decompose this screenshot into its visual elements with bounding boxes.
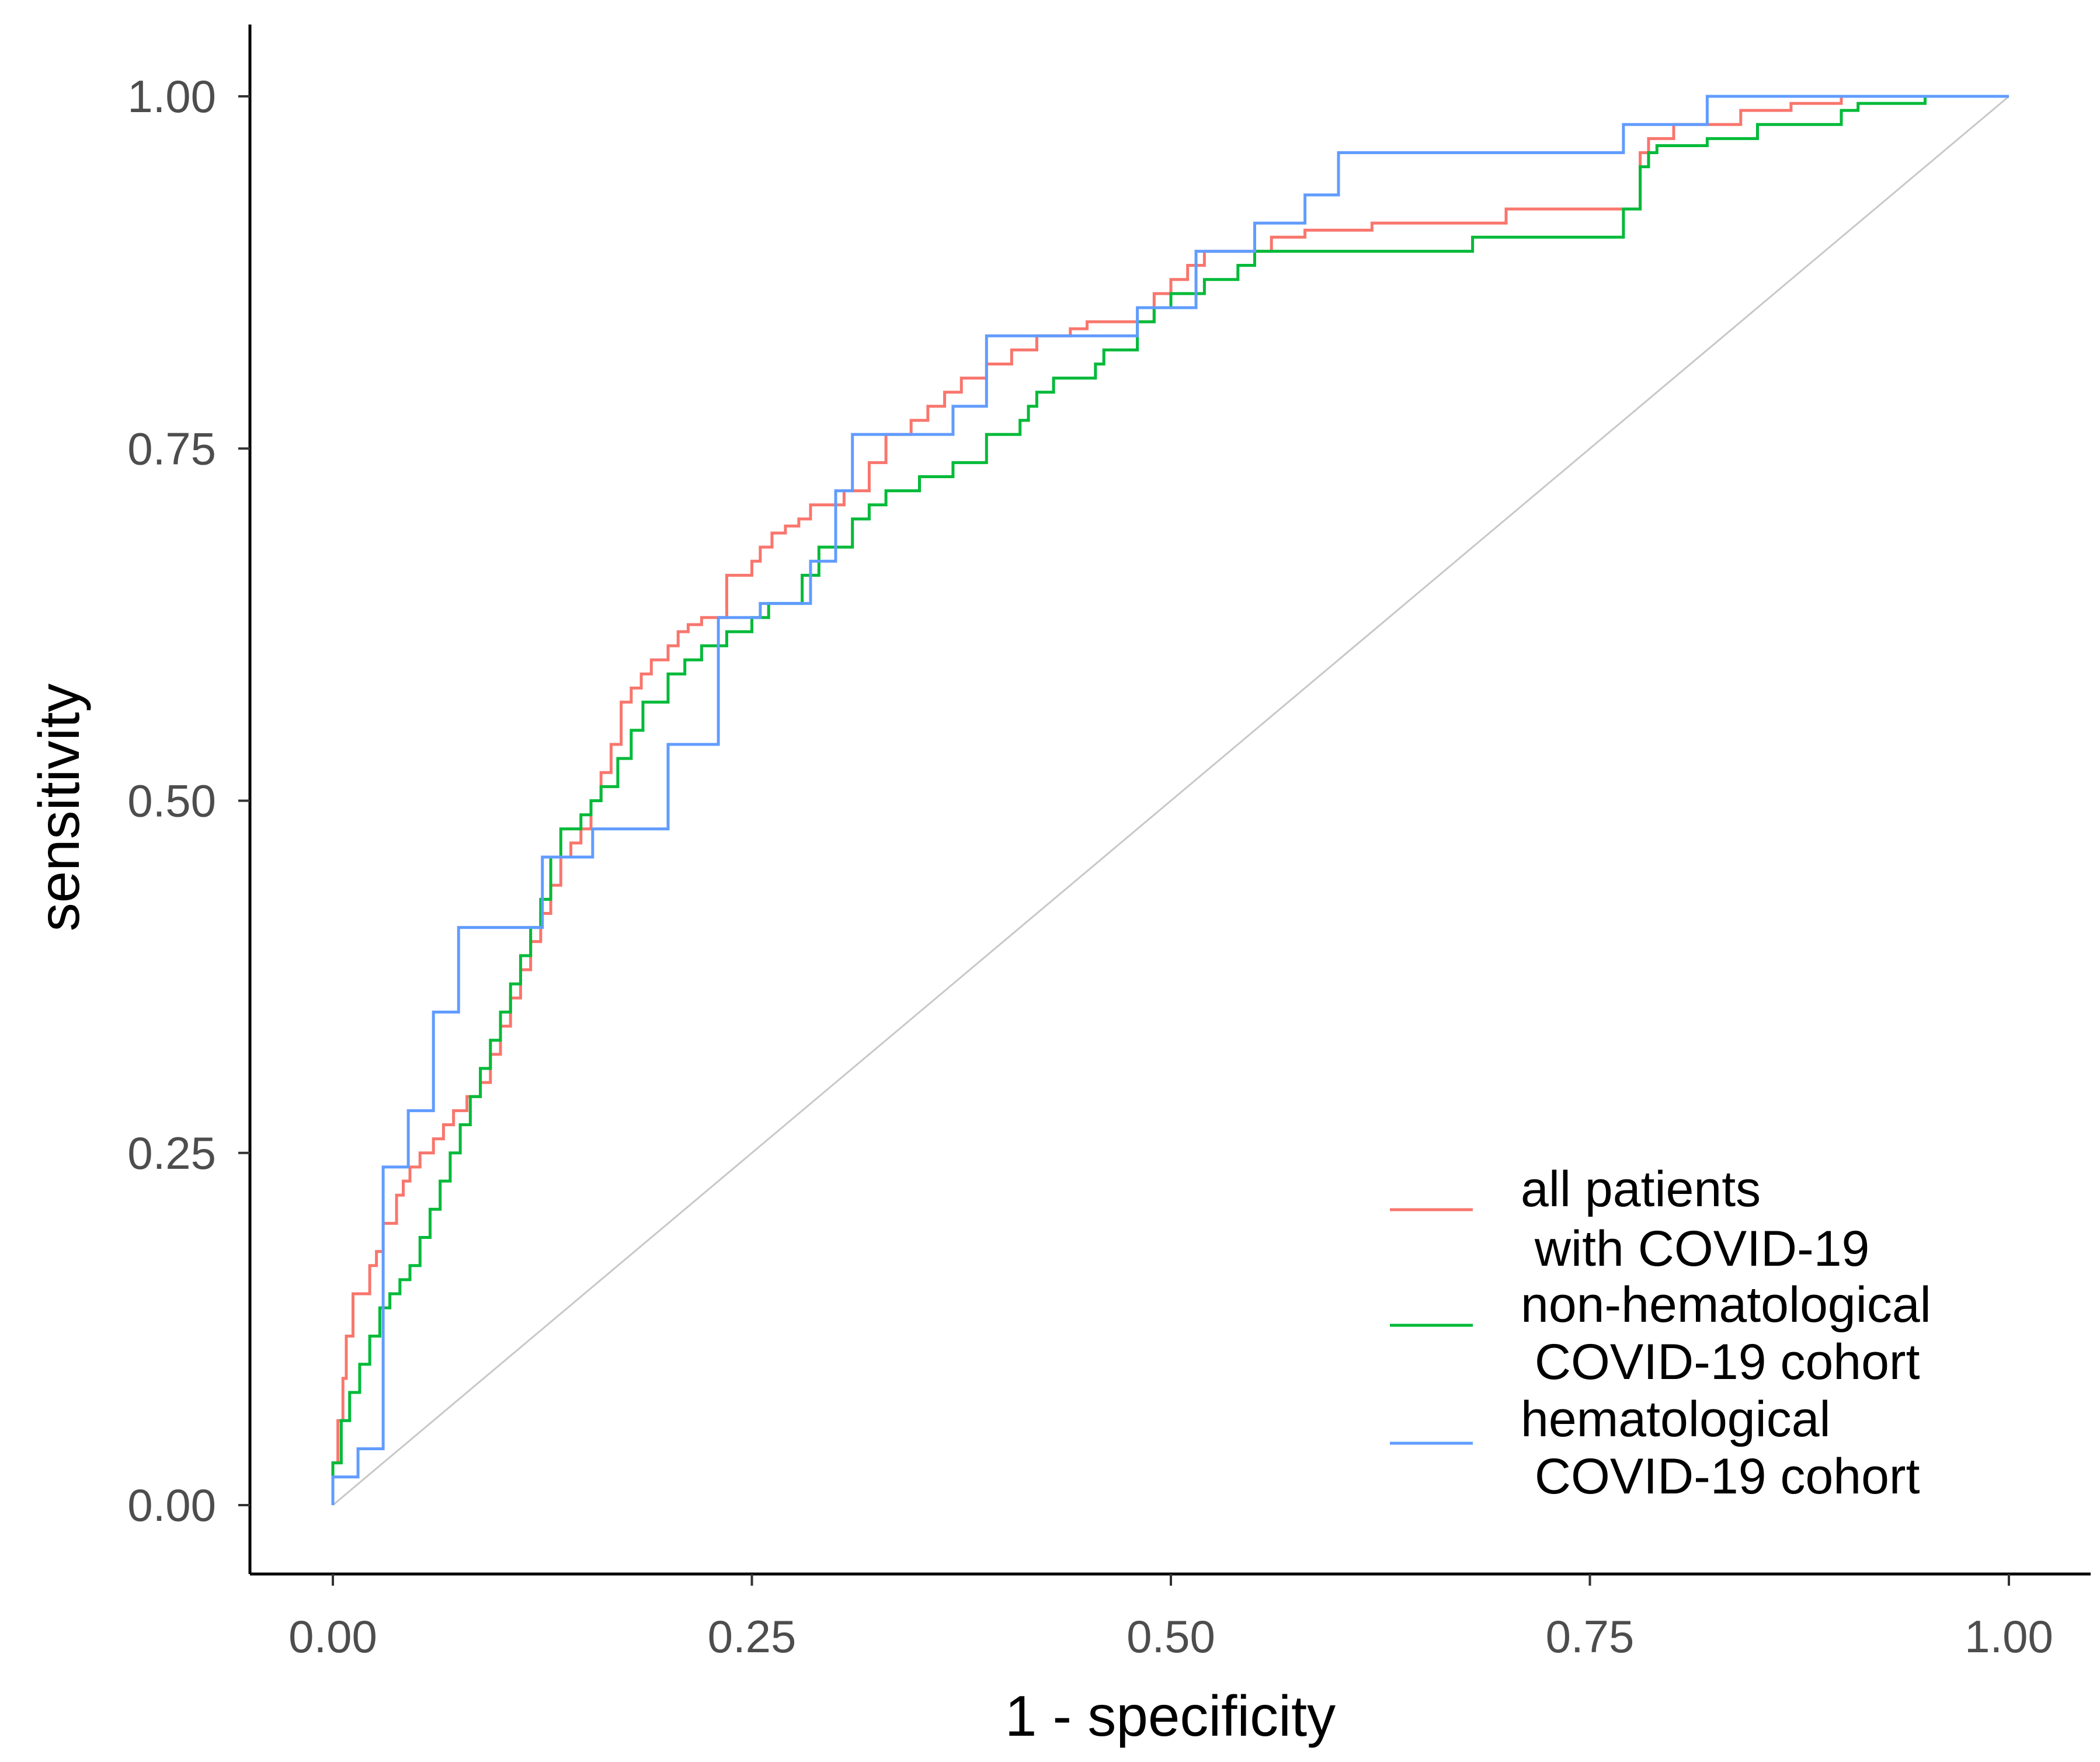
- legend-item-hematological: hematological COVID-19 cohort: [1390, 1391, 1920, 1505]
- y-axis-ticks: 0.00 0.25 0.50 0.75 1.00: [127, 71, 250, 1531]
- y-tick-label: 0.00: [127, 1479, 216, 1531]
- y-axis-title: sensitivity: [27, 684, 91, 932]
- roc-curve-hematological: [331, 95, 2009, 1505]
- legend-label-hematological-line2: COVID-19 cohort: [1521, 1448, 1920, 1505]
- y-tick-label: 1.00: [127, 71, 216, 122]
- legend-label-all-patients-line1: all patients: [1521, 1161, 1761, 1217]
- reference-diagonal-line: [332, 95, 2009, 1506]
- legend-label-hematological-line1: hematological: [1521, 1391, 1831, 1447]
- legend-label-non-hematological-line2: COVID-19 cohort: [1521, 1334, 1920, 1390]
- roc-curve-all-patients: [331, 95, 2009, 1505]
- x-axis-ticks: 0.00 0.25 0.50 0.75 1.00: [288, 1574, 2053, 1662]
- y-tick-label: 0.25: [127, 1127, 216, 1179]
- x-tick-label: 0.50: [1127, 1611, 1215, 1662]
- x-tick-label: 0.75: [1546, 1611, 1635, 1662]
- x-tick-label: 0.00: [288, 1611, 377, 1662]
- legend-label-non-hematological-line1: non-hematological: [1521, 1277, 1931, 1333]
- y-tick-label: 0.75: [127, 423, 216, 474]
- legend-item-non-hematological: non-hematological COVID-19 cohort: [1390, 1277, 1931, 1390]
- legend: all patients with COVID-19 non-hematolog…: [1390, 1161, 1931, 1505]
- x-axis-title: 1 - specificity: [1005, 1684, 1336, 1748]
- x-tick-label: 0.25: [708, 1611, 797, 1662]
- roc-curves: [331, 95, 2009, 1505]
- x-tick-label: 1.00: [1965, 1611, 2053, 1662]
- y-tick-label: 0.50: [127, 775, 216, 827]
- legend-label-all-patients-line2: with COVID-19: [1521, 1221, 1869, 1277]
- legend-item-all-patients: all patients with COVID-19: [1390, 1161, 1869, 1277]
